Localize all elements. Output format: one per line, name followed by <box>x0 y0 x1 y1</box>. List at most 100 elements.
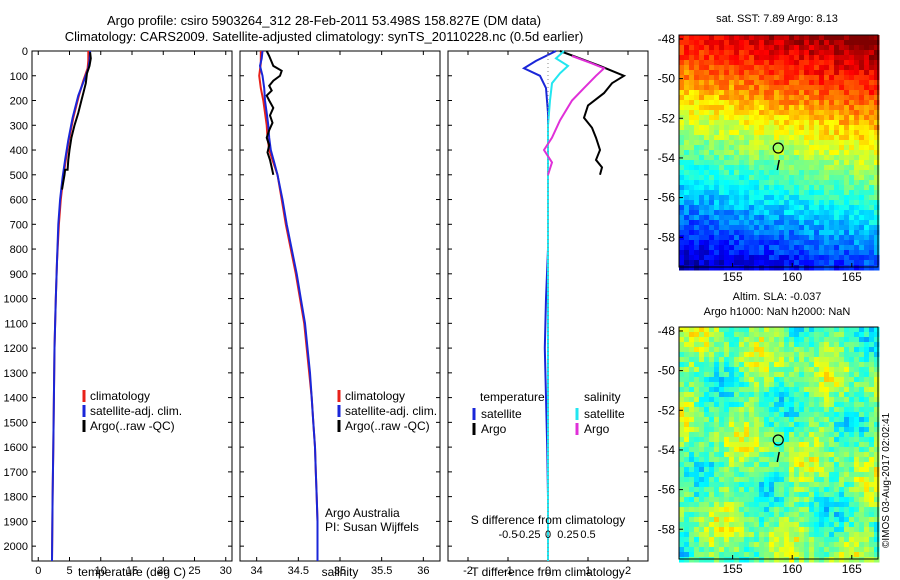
map-cell <box>829 342 835 348</box>
map-cell <box>744 372 750 378</box>
map-cell <box>869 265 875 271</box>
map-cell <box>694 240 700 246</box>
map-cell <box>709 140 715 146</box>
map-cell <box>784 337 790 343</box>
map-cell <box>739 512 745 518</box>
map-cell <box>699 502 705 508</box>
map-cell <box>744 85 750 91</box>
map-cell <box>699 230 705 236</box>
map-cell <box>744 230 750 236</box>
map-cell <box>869 512 875 518</box>
s-difference-label: S difference from climatology <box>471 513 626 527</box>
map-cell <box>729 150 735 156</box>
map-cell <box>764 85 770 91</box>
map-cell <box>679 377 685 383</box>
map-cell <box>844 482 850 488</box>
map-cell <box>684 35 690 41</box>
map-y-tick-label: -52 <box>658 111 676 125</box>
map-cell <box>689 427 695 433</box>
map-cell <box>819 387 825 393</box>
map-cell <box>739 382 745 388</box>
map-cell <box>689 220 695 226</box>
map-cell <box>689 492 695 498</box>
map-cell <box>724 75 730 81</box>
map-cell <box>824 155 830 161</box>
map-cell <box>724 362 730 368</box>
map-cell <box>849 337 855 343</box>
map-cell <box>739 155 745 161</box>
x-tick-label: 30 <box>220 565 232 577</box>
map-cell <box>834 60 840 66</box>
map-cell <box>809 60 815 66</box>
map-cell <box>719 367 725 373</box>
map-cell <box>869 397 875 403</box>
map-cell <box>789 135 795 141</box>
map-cell <box>694 342 700 348</box>
map-cell <box>719 472 725 478</box>
map-cell <box>689 407 695 413</box>
map-y-tick-label: -54 <box>658 443 676 457</box>
map-cell <box>834 185 840 191</box>
map-cell <box>739 362 745 368</box>
map-cell <box>839 557 845 563</box>
map-cell <box>829 250 835 256</box>
map-cell <box>784 462 790 468</box>
map-cell <box>869 230 875 236</box>
map-cell <box>709 542 715 548</box>
map-cell <box>784 467 790 473</box>
map-cell <box>744 50 750 56</box>
map-cell <box>709 327 715 333</box>
map-cell <box>689 230 695 236</box>
map-cell <box>689 70 695 76</box>
map-cell <box>839 100 845 106</box>
map-cell <box>834 552 840 558</box>
map-cell <box>779 105 785 111</box>
map-cell <box>754 110 760 116</box>
map-cell <box>759 502 765 508</box>
map-cell <box>864 537 870 543</box>
map-cell <box>874 492 880 498</box>
map-cell <box>749 517 755 523</box>
map-cell <box>834 447 840 453</box>
map-cell <box>859 502 865 508</box>
map-cell <box>839 250 845 256</box>
map-cell <box>804 522 810 528</box>
map-cell <box>804 190 810 196</box>
map-cell <box>824 125 830 131</box>
map-cell <box>799 200 805 206</box>
map-cell <box>844 367 850 373</box>
map-cell <box>754 250 760 256</box>
map-cell <box>794 40 800 46</box>
map-cell <box>814 552 820 558</box>
map-cell <box>744 145 750 151</box>
map-cell <box>704 462 710 468</box>
map-cell <box>864 542 870 548</box>
map-cell <box>739 342 745 348</box>
map-cell <box>739 65 745 71</box>
map-cell <box>754 447 760 453</box>
map-cell <box>684 245 690 251</box>
map-cell <box>779 265 785 271</box>
map-cell <box>849 382 855 388</box>
map-cell <box>724 85 730 91</box>
map-cell <box>699 527 705 533</box>
map-cell <box>864 55 870 61</box>
map-cell <box>754 547 760 553</box>
map-cell <box>859 362 865 368</box>
map-cell <box>764 547 770 553</box>
map-cell <box>764 90 770 96</box>
map-cell <box>689 195 695 201</box>
map-cell <box>739 80 745 86</box>
map-cell <box>734 145 740 151</box>
map-cell <box>839 377 845 383</box>
map-cell <box>754 255 760 261</box>
map-cell <box>694 477 700 483</box>
map-cell <box>719 487 725 493</box>
map-cell <box>784 542 790 548</box>
map-cell <box>814 190 820 196</box>
map-cell <box>874 110 880 116</box>
map-cell <box>719 265 725 271</box>
map-cell <box>809 115 815 121</box>
map-cell <box>854 347 860 353</box>
map-cell <box>759 352 765 358</box>
